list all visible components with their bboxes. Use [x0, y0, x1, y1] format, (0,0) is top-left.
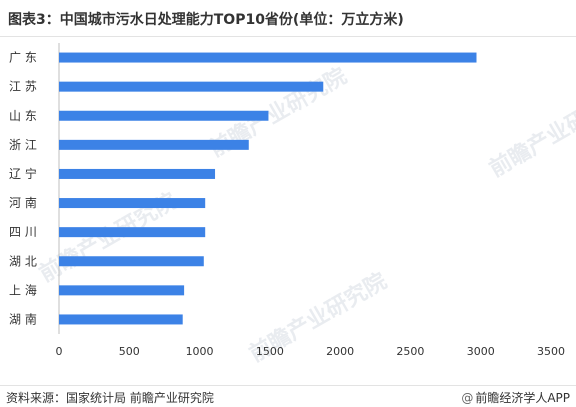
bar-2	[59, 110, 269, 121]
y-tick-label-2: 山 东	[9, 109, 37, 123]
bar-9	[59, 314, 183, 325]
x-tick-label-5: 2500	[396, 345, 424, 358]
source-note: 资料来源：国家统计局 前瞻产业研究院	[6, 391, 214, 405]
y-tick-label-4: 辽 宁	[9, 166, 37, 181]
at-icon: @	[461, 391, 474, 405]
y-tick-label-8: 上 海	[9, 282, 37, 297]
x-tick-label-6: 3000	[467, 345, 495, 358]
bar-4	[59, 168, 216, 179]
bar-8	[59, 285, 185, 296]
bar-0	[59, 52, 477, 63]
footer-divider	[0, 385, 576, 386]
y-tick-label-7: 湖 北	[9, 253, 37, 268]
brand-label: @ 前瞻经济学人APP	[461, 389, 570, 406]
y-tick-label-9: 湖 南	[9, 311, 37, 326]
x-tick-label-1: 500	[119, 345, 140, 358]
y-tick-label-3: 浙 江	[9, 138, 37, 152]
brand-text: 前瞻经济学人APP	[475, 391, 570, 405]
y-tick-label-1: 江 苏	[9, 80, 37, 94]
title-divider	[0, 36, 576, 37]
bar-6	[59, 227, 206, 238]
x-tick-label-7: 3500	[537, 345, 565, 358]
bar-3	[59, 139, 249, 150]
x-tick-label-0: 0	[56, 345, 63, 358]
chart-title: 图表3：中国城市污水日处理能力TOP10省份(单位：万立方米)	[8, 12, 404, 28]
x-tick-label-3: 1500	[256, 345, 284, 358]
footer: 资料来源：国家统计局 前瞻产业研究院 @ 前瞻经济学人APP	[0, 385, 576, 407]
y-tick-label-5: 河 南	[9, 195, 37, 210]
bar-1	[59, 81, 324, 92]
bar-5	[59, 198, 206, 209]
x-tick-label-2: 1000	[186, 345, 214, 358]
bar-7	[59, 256, 204, 267]
y-tick-label-6: 四 川	[9, 225, 37, 239]
x-tick-label-4: 2000	[326, 345, 354, 358]
y-tick-label-0: 广 东	[9, 51, 37, 65]
